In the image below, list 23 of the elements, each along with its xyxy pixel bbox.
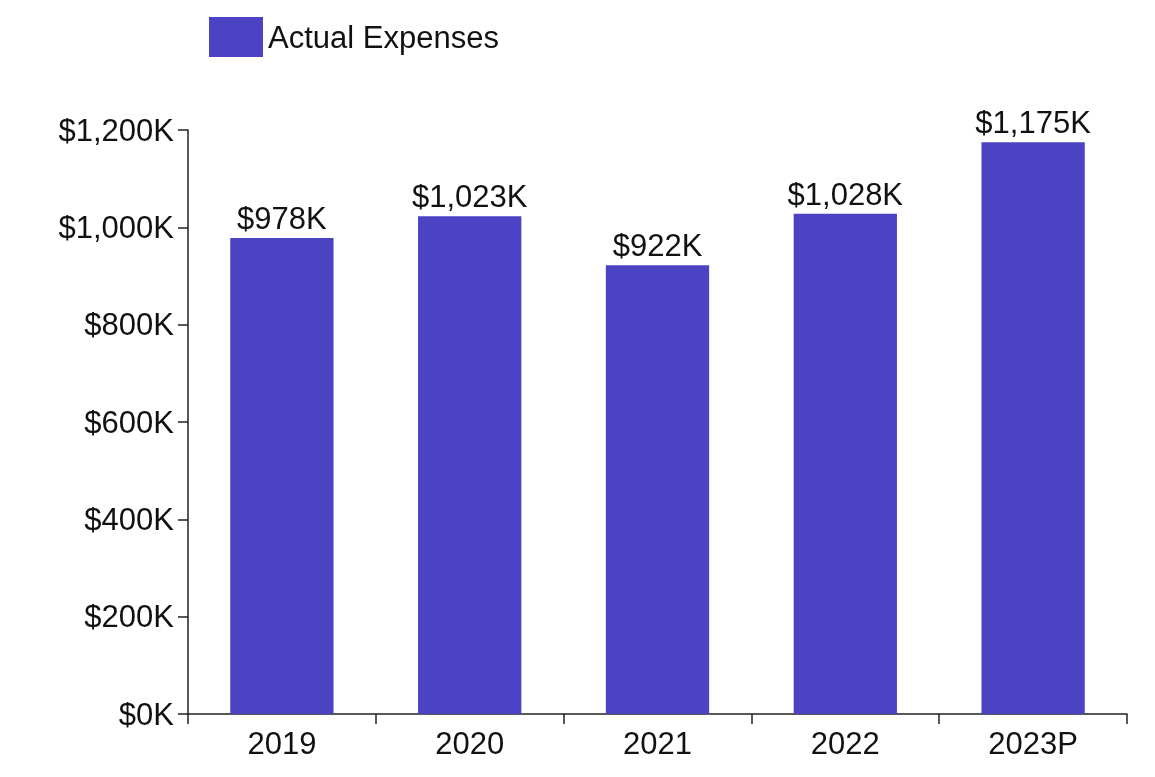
y-tick-label: $600K <box>84 404 175 440</box>
x-tick-label: 2021 <box>623 726 692 761</box>
y-tick-label: $200K <box>84 599 175 635</box>
x-tick-label: 2019 <box>247 726 317 761</box>
bar <box>605 265 710 714</box>
bar <box>230 238 334 714</box>
y-tick-label: $800K <box>84 307 175 343</box>
data-label: $978K <box>237 201 328 237</box>
y-tick-label: $0K <box>118 696 175 732</box>
x-tick-label: 2020 <box>435 726 505 761</box>
data-label: $922K <box>612 228 703 264</box>
y-tick-label: $400K <box>84 501 175 537</box>
legend-label: Actual Expenses <box>268 19 499 55</box>
data-label: $1,023K <box>411 179 528 215</box>
data-label: $1,028K <box>787 176 904 212</box>
y-tick-label: $1,000K <box>58 209 175 245</box>
bar <box>981 142 1085 714</box>
x-tick-label: 2022 <box>810 726 880 761</box>
data-label: $1,175K <box>975 105 1092 141</box>
x-tick-label: 2023P <box>988 726 1078 761</box>
y-tick-label: $1,200K <box>58 112 175 148</box>
bar <box>418 216 522 714</box>
bar <box>793 213 897 714</box>
